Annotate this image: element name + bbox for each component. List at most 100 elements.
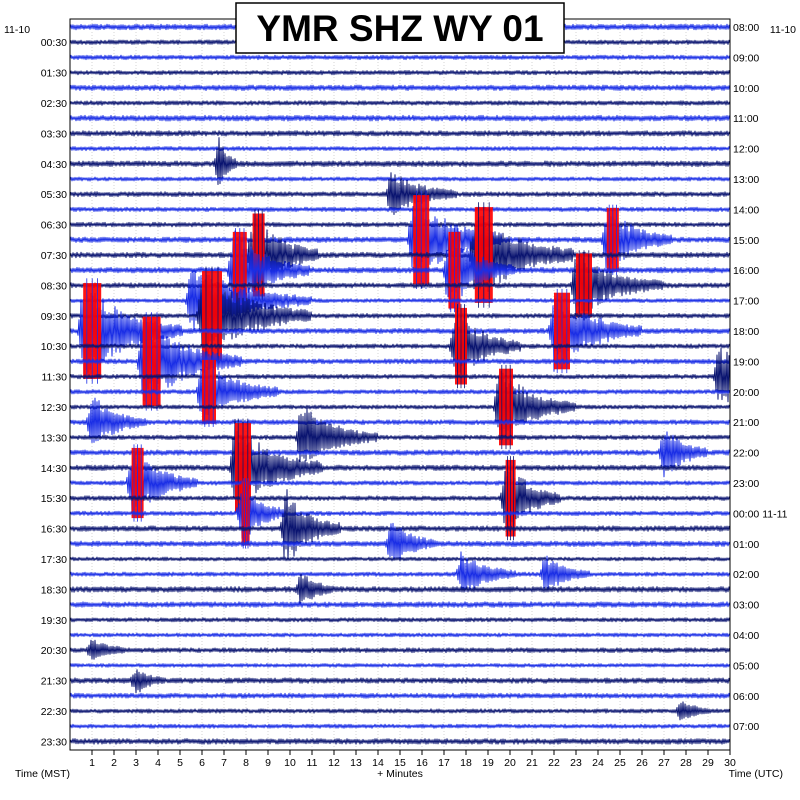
trace-line bbox=[69, 489, 731, 562]
right-time-axis: 08:00 09:00 10:00 11:00 12:00 13:00 14:00 15:00… bbox=[733, 22, 788, 733]
trace-line bbox=[69, 215, 731, 292]
trace-line bbox=[69, 408, 731, 463]
trace-line bbox=[69, 551, 731, 592]
trace-line bbox=[69, 617, 731, 623]
right-time-label: 10:00 bbox=[733, 83, 759, 95]
trace-line bbox=[69, 573, 731, 605]
x-tick-label: 25 bbox=[614, 757, 626, 769]
right-time-label: 21:00 bbox=[733, 417, 759, 429]
x-tick-label: 8 bbox=[243, 757, 249, 769]
left-time-label: 22:30 bbox=[41, 706, 67, 718]
x-tick-label: 20 bbox=[504, 757, 516, 769]
trace-line bbox=[69, 470, 731, 533]
title-box bbox=[235, 2, 565, 54]
left-time-label: 06:30 bbox=[41, 220, 67, 232]
right-time-label: 23:00 bbox=[733, 478, 759, 490]
left-time-label: 21:30 bbox=[41, 676, 67, 688]
right-date-label: 11-10 bbox=[770, 24, 796, 36]
left-time-label: 12:30 bbox=[41, 402, 67, 414]
x-tick-label: 26 bbox=[636, 757, 648, 769]
x-tick-label: 14 bbox=[372, 757, 384, 769]
trace-line bbox=[69, 738, 731, 745]
right-time-label: 00:00 11-11 bbox=[733, 508, 788, 520]
trace-line bbox=[69, 692, 731, 699]
right-time-label: 08:00 bbox=[733, 22, 759, 34]
right-time-label: 15:00 bbox=[733, 235, 759, 247]
right-time-label: 09:00 bbox=[733, 52, 759, 64]
trace-line bbox=[69, 663, 731, 668]
x-tick-label: 11 bbox=[307, 757, 318, 769]
trace-line bbox=[69, 639, 731, 660]
right-time-label: 12:00 bbox=[733, 144, 759, 156]
x-tick-label: 6 bbox=[199, 757, 205, 769]
trace-line bbox=[69, 130, 731, 137]
right-time-label: 17:00 bbox=[733, 296, 759, 308]
left-time-label: 19:30 bbox=[41, 615, 67, 627]
right-time-label: 19:00 bbox=[733, 356, 759, 368]
trace-line bbox=[69, 230, 731, 310]
x-tick-label: 27 bbox=[658, 757, 670, 769]
trace-line bbox=[69, 348, 731, 403]
x-tick-label: 30 bbox=[724, 757, 736, 769]
trace-line bbox=[69, 176, 731, 182]
x-tick-label: 22 bbox=[548, 757, 560, 769]
left-time-label: 10:30 bbox=[41, 341, 67, 353]
right-time-label: 11:00 bbox=[733, 113, 759, 125]
right-time-label: 18:00 bbox=[733, 326, 759, 338]
trace-line bbox=[69, 723, 731, 729]
left-time-label: 20:30 bbox=[41, 645, 67, 657]
right-time-label: 13:00 bbox=[733, 174, 759, 186]
right-time-label: 06:00 bbox=[733, 691, 759, 703]
x-tick-label: 23 bbox=[570, 757, 582, 769]
trace-line bbox=[69, 206, 731, 213]
x-tick-label: 2 bbox=[111, 757, 117, 769]
left-time-label: 00:30 bbox=[41, 37, 67, 49]
trace-line bbox=[69, 54, 731, 61]
left-time-label: 18:30 bbox=[41, 584, 67, 596]
x-tick-label: 1 bbox=[89, 757, 95, 769]
trace-line bbox=[69, 370, 731, 441]
x-tick-label: 29 bbox=[702, 757, 714, 769]
right-time-label: 04:00 bbox=[733, 630, 759, 642]
trace-line bbox=[69, 146, 731, 152]
trace-line bbox=[69, 431, 731, 478]
left-time-label: 23:30 bbox=[41, 736, 67, 748]
x-tick-label: 3 bbox=[133, 757, 139, 769]
right-time-label: 14:00 bbox=[733, 204, 759, 216]
x-axis-ticks: 1 2 3 4 5 6 7 8 9 10 11 12 13 14 15 16 17 18 19 20 21 22 23 24 2… bbox=[89, 750, 736, 769]
trace-line bbox=[69, 114, 731, 122]
x-tick-label: 13 bbox=[350, 757, 362, 769]
trace-line bbox=[69, 669, 731, 694]
left-time-label: 09:30 bbox=[41, 311, 67, 323]
left-time-label: 01:30 bbox=[41, 68, 67, 80]
trace-line bbox=[69, 397, 731, 443]
trace-line bbox=[69, 197, 731, 273]
x-tick-label: 16 bbox=[416, 757, 428, 769]
trace-line bbox=[69, 364, 731, 424]
trace-line bbox=[69, 137, 731, 185]
left-time-label: 15:30 bbox=[41, 493, 67, 505]
x-tick-label: 17 bbox=[438, 757, 450, 769]
x-tick-label: 7 bbox=[221, 757, 227, 769]
x-tick-label: 24 bbox=[592, 757, 604, 769]
left-time-label: 02:30 bbox=[41, 98, 67, 110]
trace-line bbox=[69, 100, 731, 106]
left-time-axis: 00:30 01:30 02:30 03:30 04:30 05:30 06:30 07:30… bbox=[41, 37, 67, 748]
right-axis-label: Time (UTC) bbox=[729, 768, 783, 780]
left-time-label: 17:30 bbox=[41, 554, 67, 566]
trace-line bbox=[69, 418, 731, 512]
left-time-label: 11:30 bbox=[42, 372, 68, 384]
left-time-label: 05:30 bbox=[41, 189, 67, 201]
x-axis-label: + Minutes bbox=[377, 768, 423, 780]
right-time-label: 05:00 bbox=[733, 660, 759, 672]
x-tick-label: 12 bbox=[328, 757, 340, 769]
left-time-label: 07:30 bbox=[41, 250, 67, 262]
right-time-label: 03:00 bbox=[733, 600, 759, 612]
trace-line bbox=[69, 701, 731, 721]
trace-line bbox=[69, 481, 731, 543]
left-date-label: 11-10 bbox=[4, 24, 30, 36]
left-axis-label: Time (MST) bbox=[15, 768, 70, 780]
left-time-label: 03:30 bbox=[41, 128, 67, 140]
x-tick-label: 15 bbox=[394, 757, 406, 769]
